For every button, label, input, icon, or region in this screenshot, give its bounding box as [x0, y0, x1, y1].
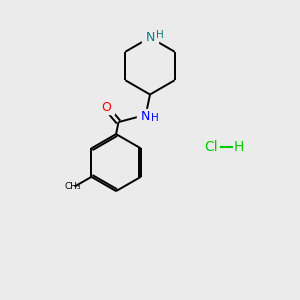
Text: CH₃: CH₃ — [65, 182, 81, 191]
Text: H: H — [233, 140, 244, 154]
Text: N: N — [145, 31, 155, 44]
Text: H: H — [156, 29, 164, 40]
Text: H: H — [151, 112, 159, 123]
Bar — [98, 100, 114, 114]
Text: Cl: Cl — [205, 140, 218, 154]
Text: O: O — [101, 100, 111, 114]
Text: N: N — [141, 110, 150, 123]
Bar — [137, 110, 154, 123]
Bar — [142, 31, 158, 44]
